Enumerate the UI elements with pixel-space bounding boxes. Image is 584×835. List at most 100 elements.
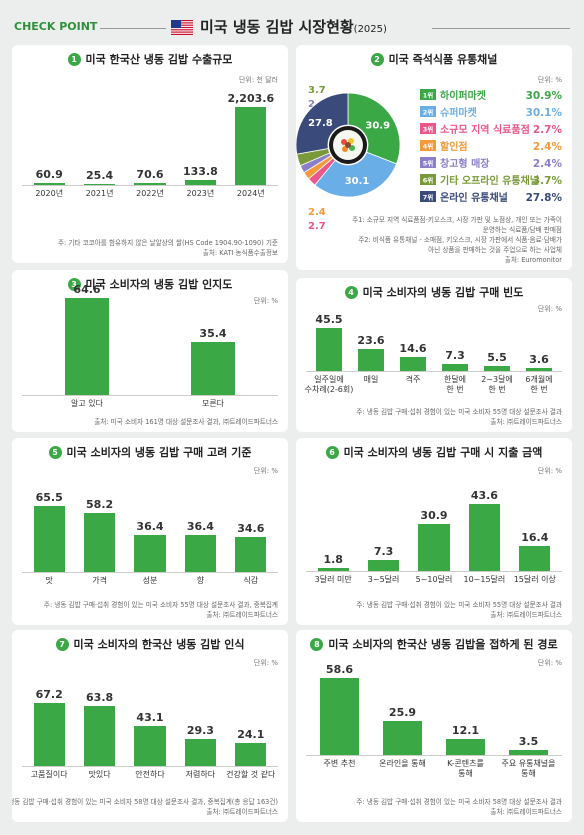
bar [184,180,216,185]
baseline [306,571,562,572]
bar [134,182,166,185]
legend-name: 할인점 [440,140,468,153]
panel-title: 6 미국 소비자의 냉동 김밥 구매 시 지출 금액 [296,444,572,460]
category-label: 식감 [243,576,259,585]
note: 출처: 미국 소비자 161명 대상 설문조사 결과, ㈜트레이드파트너스 [94,418,278,426]
category-label: 알고 있다 [71,399,103,408]
value-label: 63.8 [86,691,114,705]
panel: 6 미국 소비자의 냉동 김밥 구매 시 지출 금액 단위: % 1.8 3달러 미만 7… [296,438,572,625]
bar [184,535,216,572]
bar [519,545,551,571]
bar [33,506,65,572]
panel-title: 1 미국 한국산 냉동 김밥 수출규모 [12,51,288,67]
category-label: 저렴하다 [185,770,216,779]
note: 주: 냉동 김밥 구매·섭취 경험이 있는 미국 소비자 55명 대상 설문조사… [356,601,562,609]
legend-value: 2.4% [533,141,563,153]
value-label: 16.4 [521,530,549,544]
category-label: K-콘텐츠를 통해 [447,759,484,778]
slice-label: 30.1 [345,176,370,187]
header-rule [432,28,570,29]
slice-label: 2.4 [308,207,326,218]
panel-number: 8 [310,638,324,651]
value-label: 1.8 [323,553,343,567]
note: 운영하는 식료품/담배 판매점 [482,226,562,234]
value-label: 133.8 [182,165,218,179]
note: 주: 냉동 김밥 구매·섭취 경험이 있는 미국 소비자 55명 대상 설문조사… [356,408,562,416]
kimbap [345,142,351,148]
bar [399,357,426,371]
rank: 1위 [423,91,434,100]
panel-title-text: 미국 즉석식품 유통채널 [388,53,498,66]
note: 주2: 비식품 유통채널 - 소매점, 키오스크, 시장 가판에서 식품·음료·… [358,236,562,244]
bar [367,559,400,571]
panel-title: 7 미국 소비자의 한국산 냉동 김밥 인식 [12,636,288,652]
value-label: 14.6 [399,342,427,356]
category-label: 6개월에 한 번 [525,375,553,394]
header-title: 미국 냉동 김밥 시장현황 [200,18,354,36]
baseline [22,185,278,186]
bar [33,182,65,185]
note: 주: 기타 코코아를 함유하지 않은 날알상의 쌀(HS Code 1904.9… [57,239,278,247]
panel-title: 5 미국 소비자의 냉동 김밥 구매 고려 기준 [12,444,288,460]
value-label: 25.4 [86,169,114,183]
category-label: 2023년 [186,189,215,198]
header-label: CHECK POINT [14,20,98,33]
panel-title-text: 미국 소비자의 한국산 냉동 김밥을 접하게 된 경로 [328,638,558,651]
panel-title-text: 미국 소비자의 냉동 김밥 인지도 [85,278,233,291]
panel-number: 3 [67,278,81,291]
bar [235,107,267,185]
panel-number: 7 [55,638,69,651]
note: 출처: ㈜트레이드파트너스 [490,611,562,619]
header-title-box: 미국 냉동 김밥 시장현황(2025) [200,16,387,37]
legend-value: 30.1% [526,107,563,119]
bar [445,739,486,755]
bar [357,348,384,371]
rank: 4위 [423,142,434,151]
value-label: 64.6 [73,283,101,296]
panel-title: 4 미국 소비자의 냉동 김밥 구매 빈도 [296,284,572,300]
panel: 7 미국 소비자의 한국산 냉동 김밥 인식 단위: % 67.2 고품질이다 63.8 맛… [12,630,288,822]
category-label: 매일 [363,375,379,384]
category-label: 맛 [45,576,53,585]
notes: 주: 냉동 김밥 구매·섭취 경험이 있는 미국 소비자 55명 대상 설문조사… [356,600,562,620]
bar [83,513,116,572]
rank-badge [420,174,436,185]
value-label: 23.6 [357,333,385,347]
value-label: 45.5 [315,313,343,326]
donut-chart: 30.930.12.72.42.43.727.81위하이퍼마켓30.9%2위슈퍼… [296,85,563,232]
note: 주: 냉동 김밥 구매·섭취 경험이 있는 미국 소비자 55명 대상 설문조사… [43,601,278,609]
bar [317,568,349,571]
baseline [306,371,562,372]
notes: 주:냉동 김밥 구매·섭취 경험이 있는 미국 소비자 58명 대상 설문조사 … [12,797,278,817]
rank: 3위 [423,125,434,134]
value-label: 25.9 [388,705,417,719]
rank-badge [420,123,436,134]
bar [319,678,360,755]
legend-value: 2.7% [533,124,563,136]
legend-name: 온라인 유통채널 [440,191,508,204]
baseline [306,755,562,756]
panel-title-text: 미국 한국산 냉동 김밥 수출규모 [85,53,233,66]
value-label: 30.9 [420,508,448,522]
note: 출처: Euromonitor [504,256,562,264]
panel-title-text: 미국 소비자의 한국산 냉동 김밥 인식 [73,638,245,651]
panel: 3 미국 소비자의 냉동 김밥 인지도 단위: % 64.6 알고 있다 35.4 모른다 출… [12,270,288,432]
bar [33,703,65,766]
value-label: 36.4 [136,520,164,534]
value-label: 43.1 [136,710,164,724]
slice-label: 3.7 [308,85,326,96]
rank-badge [420,89,436,100]
baseline [22,572,278,573]
category-label: 안전하다 [135,770,165,779]
rank-badge [420,106,436,117]
unit: 단위: % [253,659,278,667]
note: 아닌 상품을 판매하는 것을 주업으로 하는 사업체 [428,246,562,254]
panel-title: 8 미국 소비자의 한국산 냉동 김밥을 접하게 된 경로 [296,636,572,652]
value-label: 5.5 [487,350,507,364]
category-label: 5~10달러 [415,575,453,584]
category-label: 2024년 [236,189,265,198]
slice [314,151,397,198]
legend-name: 소규모 지역 식료품점 [440,123,530,136]
value-label: 58.6 [325,663,354,676]
